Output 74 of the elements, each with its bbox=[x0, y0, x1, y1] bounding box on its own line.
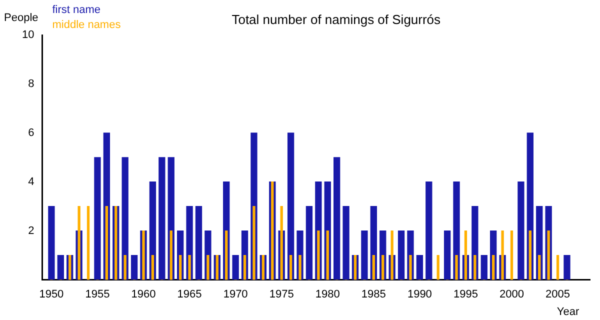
bar bbox=[426, 182, 432, 280]
bar bbox=[444, 230, 451, 280]
y-tick-label: 8 bbox=[28, 78, 34, 90]
bar bbox=[306, 206, 313, 280]
bar bbox=[243, 254, 246, 280]
x-tick-label: 1995 bbox=[453, 288, 478, 300]
bar bbox=[361, 230, 368, 280]
bar bbox=[130, 254, 138, 280]
bar bbox=[317, 230, 320, 280]
bar bbox=[298, 254, 302, 280]
bar bbox=[48, 206, 55, 280]
bar bbox=[409, 254, 412, 280]
x-tick-label: 1975 bbox=[269, 288, 294, 300]
bar bbox=[556, 254, 560, 280]
bar bbox=[188, 254, 191, 280]
bar bbox=[170, 230, 172, 280]
bar bbox=[280, 206, 283, 280]
x-tick-label: 1970 bbox=[223, 288, 248, 300]
bar bbox=[179, 254, 182, 280]
bar bbox=[289, 254, 292, 280]
bar bbox=[501, 230, 504, 280]
bar bbox=[416, 254, 424, 280]
bar bbox=[158, 157, 166, 280]
bar bbox=[455, 254, 458, 280]
bar bbox=[151, 254, 154, 280]
bar bbox=[547, 230, 550, 280]
y-axis-title: People bbox=[4, 12, 38, 24]
bar bbox=[252, 206, 256, 280]
bar bbox=[94, 157, 101, 280]
bar bbox=[105, 206, 108, 280]
bar bbox=[492, 254, 495, 280]
bar bbox=[334, 157, 340, 280]
x-tick-label: 1985 bbox=[361, 288, 386, 300]
y-tick-label: 6 bbox=[28, 126, 34, 139]
x-tick-label: 1950 bbox=[39, 288, 64, 300]
bar bbox=[564, 254, 570, 280]
chart-title: Total number of namings of Sigurrós bbox=[232, 12, 442, 27]
bar bbox=[510, 230, 514, 280]
bar bbox=[78, 206, 80, 280]
x-tick-label: 1955 bbox=[85, 288, 110, 300]
y-tick-label: 4 bbox=[28, 176, 34, 188]
bar bbox=[398, 230, 405, 280]
bar bbox=[124, 254, 126, 280]
text: middle names bbox=[52, 19, 122, 31]
bar bbox=[382, 254, 384, 280]
bar bbox=[86, 206, 90, 280]
bar bbox=[232, 254, 239, 280]
bar bbox=[342, 206, 350, 280]
bar bbox=[538, 254, 541, 280]
bar bbox=[287, 132, 294, 280]
bar bbox=[518, 182, 524, 280]
bar bbox=[436, 254, 440, 280]
bar bbox=[122, 157, 128, 280]
x-axis-title: Year bbox=[556, 306, 580, 318]
y-tick-label: 2 bbox=[28, 224, 34, 237]
bar bbox=[474, 254, 476, 280]
y-tick-label: 10 bbox=[22, 29, 34, 42]
x-tick-label: 2005 bbox=[546, 288, 570, 300]
bar bbox=[195, 206, 202, 280]
x-tick-label: 1965 bbox=[177, 288, 202, 300]
bar bbox=[464, 230, 468, 280]
x-tick-label: 1990 bbox=[407, 288, 432, 300]
bar bbox=[372, 254, 375, 280]
x-tick-label: 1960 bbox=[131, 288, 156, 300]
bar bbox=[57, 254, 64, 280]
x-tick-label: 1980 bbox=[315, 288, 340, 300]
bar bbox=[225, 230, 228, 280]
x-tick-label: 2000 bbox=[500, 288, 524, 300]
bar bbox=[206, 254, 210, 280]
bar bbox=[326, 230, 329, 280]
bar bbox=[528, 230, 532, 280]
bar bbox=[480, 254, 488, 280]
bar bbox=[390, 230, 394, 280]
text: first name bbox=[52, 4, 101, 16]
